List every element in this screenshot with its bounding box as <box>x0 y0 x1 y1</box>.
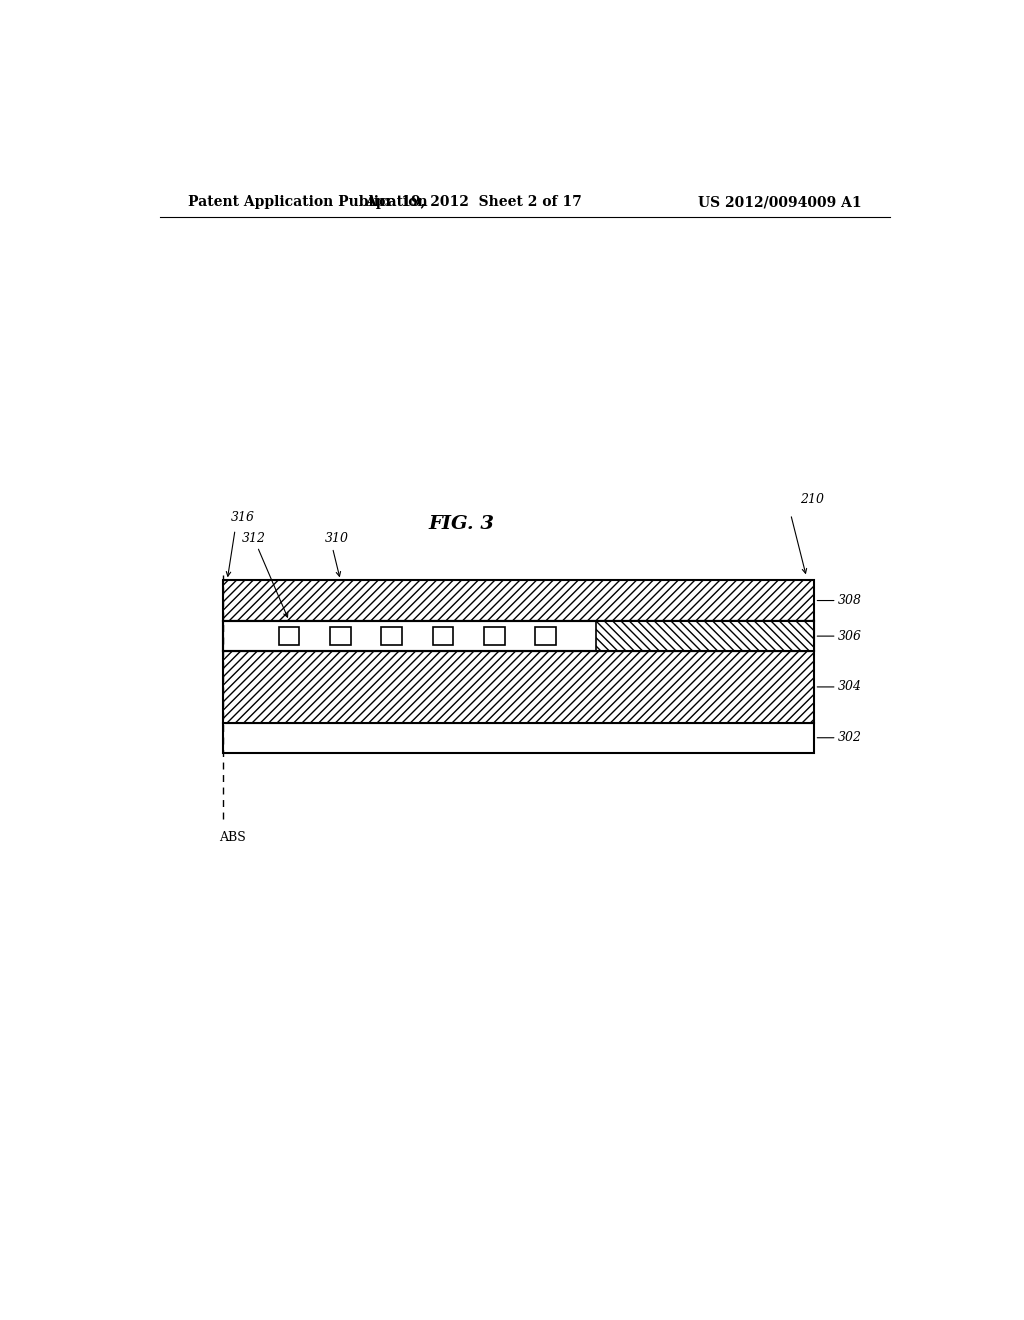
Text: 316: 316 <box>231 511 255 524</box>
Bar <box>381 627 402 645</box>
Bar <box>596 620 814 651</box>
Bar <box>223 722 814 752</box>
Text: 304: 304 <box>839 680 862 693</box>
Bar <box>433 627 454 645</box>
Text: 306: 306 <box>839 630 862 643</box>
Text: 310: 310 <box>325 532 348 545</box>
Text: Patent Application Publication: Patent Application Publication <box>187 195 427 209</box>
Bar <box>223 651 814 722</box>
Bar <box>223 581 814 620</box>
Bar <box>330 627 351 645</box>
Bar <box>223 651 814 722</box>
Text: ABS: ABS <box>219 832 246 845</box>
Text: US 2012/0094009 A1: US 2012/0094009 A1 <box>698 195 862 209</box>
Text: 312: 312 <box>242 532 265 545</box>
Bar <box>223 620 814 651</box>
Text: 302: 302 <box>839 731 862 744</box>
Bar <box>536 627 556 645</box>
Text: Apr. 19, 2012  Sheet 2 of 17: Apr. 19, 2012 Sheet 2 of 17 <box>365 195 582 209</box>
Text: 308: 308 <box>839 594 862 607</box>
Bar <box>484 627 505 645</box>
Bar <box>279 627 299 645</box>
Text: 210: 210 <box>800 492 824 506</box>
Bar <box>223 581 814 620</box>
Bar <box>223 620 814 651</box>
Text: FIG. 3: FIG. 3 <box>428 515 495 533</box>
